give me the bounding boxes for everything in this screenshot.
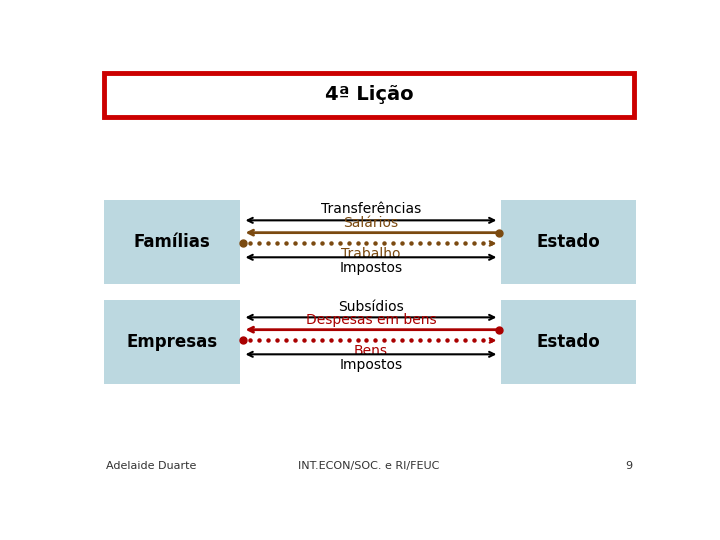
Text: Trabalho: Trabalho (341, 247, 401, 260)
Text: 4ª Lição: 4ª Lição (325, 85, 413, 104)
Text: Impostos: Impostos (339, 358, 402, 372)
Text: INT.ECON/SOC. e RI/FEUC: INT.ECON/SOC. e RI/FEUC (298, 461, 440, 471)
Text: Impostos: Impostos (339, 261, 402, 275)
Text: Transferências: Transferências (321, 202, 421, 217)
Bar (104, 200, 240, 284)
Text: Subsídios: Subsídios (338, 300, 404, 314)
Text: Salários: Salários (343, 215, 398, 230)
Bar (104, 72, 634, 117)
Text: Despesas em bens: Despesas em bens (305, 313, 436, 327)
Text: Estado: Estado (536, 333, 600, 351)
Bar (500, 300, 636, 384)
Text: Bens: Bens (354, 343, 388, 357)
Bar (104, 300, 240, 384)
Text: Empresas: Empresas (126, 333, 217, 351)
Text: Estado: Estado (536, 233, 600, 251)
Text: Adelaide Duarte: Adelaide Duarte (106, 461, 196, 471)
Bar (500, 200, 636, 284)
Text: 9: 9 (626, 461, 632, 471)
Text: Famílias: Famílias (133, 233, 210, 251)
